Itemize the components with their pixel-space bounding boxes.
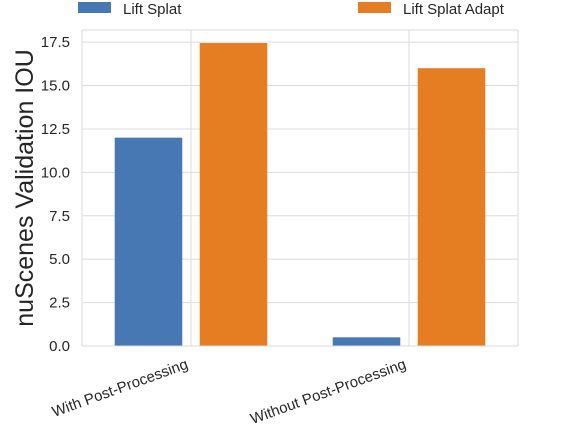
- y-tick-label: 15.0: [41, 78, 70, 95]
- y-axis: 0.0 2.5 5.0 7.5 10.0 12.5 15.0 17.5: [41, 34, 70, 355]
- y-tick-label: 0.0: [49, 338, 70, 355]
- legend-swatch: [358, 2, 391, 13]
- x-tick-label: With Post-Processing: [50, 356, 191, 421]
- legend: Lift Splat Lift Splat Adapt: [78, 1, 505, 18]
- y-axis-title: nuScenes Validation IOU: [11, 49, 39, 326]
- legend-swatch: [78, 2, 111, 13]
- y-tick-label: 7.5: [49, 208, 70, 225]
- x-tick-label: Without Post-Processing: [248, 356, 408, 428]
- bar: [332, 337, 401, 346]
- y-tick-label: 17.5: [41, 34, 70, 51]
- y-tick-label: 10.0: [41, 164, 70, 181]
- x-axis: With Post-Processing Without Post-Process…: [50, 356, 409, 428]
- legend-label: Lift Splat: [123, 1, 182, 18]
- plot-frame: [81, 29, 519, 347]
- bar: [199, 43, 268, 347]
- bar: [114, 137, 183, 346]
- bar: [417, 68, 486, 346]
- legend-label: Lift Splat Adapt: [403, 1, 505, 18]
- y-tick-label: 12.5: [41, 121, 70, 138]
- y-tick-label: 5.0: [49, 251, 70, 268]
- y-tick-label: 2.5: [49, 295, 70, 312]
- bars: [114, 43, 486, 347]
